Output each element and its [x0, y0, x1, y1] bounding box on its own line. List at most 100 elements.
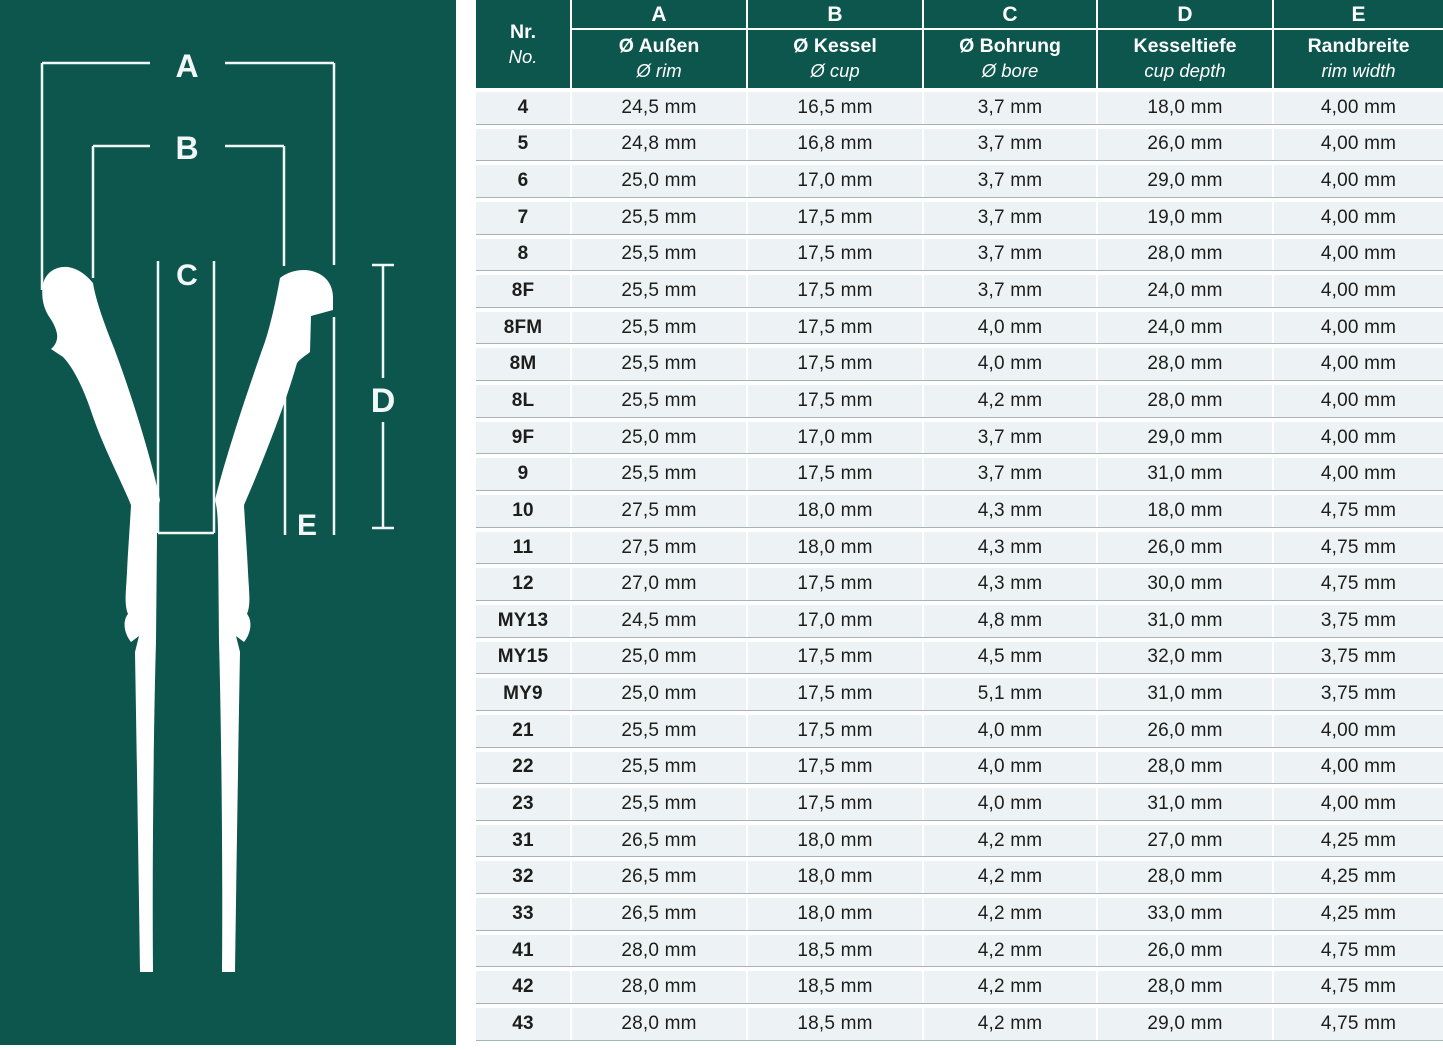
cell-rim-width: 4,00 mm [1272, 165, 1443, 197]
cell-rim-width: 4,75 mm [1272, 531, 1443, 564]
cell-cup-depth: 28,0 mm [1096, 971, 1272, 1004]
cell-bore-diameter: 4,0 mm [922, 311, 1096, 344]
header-letter-d: D [1098, 0, 1272, 30]
table-header: Nr. No. A Ø Außen Ø rim B Ø Kessel Ø cup C Ø Bohr… [476, 0, 1443, 88]
cell-rim-diameter: 27,0 mm [570, 568, 746, 600]
cell-bore-diameter: 4,0 mm [922, 348, 1096, 381]
table-row: 8 25,5 mm 17,5 mm 3,7 mm 28,0 mm 4,00 mm [476, 238, 1443, 272]
mouthpiece-wall-left [42, 266, 160, 973]
table-row: MY9 25,0 mm 17,5 mm 5,1 mm 31,0 mm 3,75 mm [476, 678, 1443, 711]
cell-bore-diameter: 5,1 mm [922, 678, 1096, 710]
cell-bore-diameter: 3,7 mm [922, 275, 1096, 307]
dim-label-b: B [175, 130, 198, 166]
cell-bore-diameter: 4,2 mm [922, 971, 1096, 1004]
cell-cup-depth: 24,0 mm [1096, 275, 1272, 307]
cell-rim-diameter: 25,0 mm [570, 641, 746, 674]
cell-cup-depth: 28,0 mm [1096, 348, 1272, 381]
cell-rim-width: 3,75 mm [1272, 604, 1443, 637]
header-title-en: rim width [1321, 60, 1396, 81]
header-cell-b: B Ø Kessel Ø cup [746, 0, 922, 88]
table-row: 9 25,5 mm 17,5 mm 3,7 mm 31,0 mm 4,00 mm [476, 458, 1443, 492]
cell-rim-width: 4,00 mm [1272, 751, 1443, 784]
cell-model-number: 9F [511, 426, 535, 448]
cell-bore-diameter: 4,2 mm [922, 385, 1096, 417]
dim-line-a [40, 61, 336, 290]
dim-line-c [156, 261, 216, 535]
header-cell-d: D Kesseltiefe cup depth [1096, 0, 1272, 88]
cell-cup-depth: 26,0 mm [1096, 128, 1272, 161]
cell-rim-width: 4,75 mm [1272, 971, 1443, 1004]
cell-bore-diameter: 4,0 mm [922, 714, 1096, 747]
cell-cup-diameter: 17,5 mm [746, 275, 922, 307]
cell-rim-width: 4,75 mm [1272, 568, 1443, 600]
cell-model-number: 21 [512, 719, 534, 741]
table-row: 8L 25,5 mm 17,5 mm 4,2 mm 28,0 mm 4,00 mm [476, 385, 1443, 418]
cell-bore-diameter: 4,2 mm [922, 824, 1096, 857]
cell-cup-diameter: 17,5 mm [746, 641, 922, 674]
cell-model-number: 43 [512, 1012, 534, 1034]
cell-rim-diameter: 25,0 mm [570, 421, 746, 454]
cell-rim-width: 4,00 mm [1272, 201, 1443, 234]
table-row: 5 24,8 mm 16,8 mm 3,7 mm 26,0 mm 4,00 mm [476, 128, 1443, 162]
cell-bore-diameter: 4,3 mm [922, 495, 1096, 527]
table-row: 8M 25,5 mm 17,5 mm 4,0 mm 28,0 mm 4,00 mm [476, 348, 1443, 382]
cell-rim-diameter: 24,8 mm [570, 128, 746, 161]
cell-model-number: 4 [517, 96, 529, 118]
header-title-en: Ø bore [981, 60, 1039, 81]
cell-model-number: 9 [517, 463, 529, 485]
cell-bore-diameter: 4,8 mm [922, 604, 1096, 637]
mouthpiece-diagram-panel: A B C D E [0, 0, 456, 1045]
cell-rim-width: 4,75 mm [1272, 1008, 1443, 1040]
cell-bore-diameter: 3,7 mm [922, 92, 1096, 124]
cell-bore-diameter: 4,5 mm [922, 641, 1096, 674]
cell-model-number: 10 [512, 499, 534, 521]
table-row: 7 25,5 mm 17,5 mm 3,7 mm 19,0 mm 4,00 mm [476, 201, 1443, 235]
cell-model-number: 31 [512, 829, 534, 851]
table-row: 10 27,5 mm 18,0 mm 4,3 mm 18,0 mm 4,75 mm [476, 495, 1443, 528]
dim-label-d: D [371, 382, 396, 420]
cell-cup-diameter: 17,0 mm [746, 604, 922, 637]
header-cell-a: A Ø Außen Ø rim [570, 0, 746, 88]
cell-cup-depth: 29,0 mm [1096, 421, 1272, 454]
cell-cup-depth: 30,0 mm [1096, 568, 1272, 600]
cell-cup-diameter: 17,5 mm [746, 385, 922, 417]
table-row: 6 25,0 mm 17,0 mm 3,7 mm 29,0 mm 4,00 mm [476, 165, 1443, 198]
table-row: 32 26,5 mm 18,0 mm 4,2 mm 28,0 mm 4,25 mm [476, 861, 1443, 895]
cell-rim-width: 4,00 mm [1272, 275, 1443, 307]
table-row: 21 25,5 mm 17,5 mm 4,0 mm 26,0 mm 4,00 mm [476, 714, 1443, 748]
cell-cup-depth: 31,0 mm [1096, 678, 1272, 710]
table-row: 8F 25,5 mm 17,5 mm 3,7 mm 24,0 mm 4,00 mm [476, 275, 1443, 308]
header-title-en: No. [508, 45, 538, 67]
cell-cup-diameter: 17,5 mm [746, 788, 922, 820]
cell-cup-depth: 33,0 mm [1096, 898, 1272, 930]
cell-bore-diameter: 4,2 mm [922, 934, 1096, 967]
cell-rim-diameter: 24,5 mm [570, 92, 746, 124]
cell-cup-depth: 26,0 mm [1096, 934, 1272, 967]
cell-rim-diameter: 26,5 mm [570, 824, 746, 857]
cell-rim-width: 4,00 mm [1272, 348, 1443, 381]
table-row: MY13 24,5 mm 17,0 mm 4,8 mm 31,0 mm 3,75 mm [476, 604, 1443, 638]
cell-cup-depth: 26,0 mm [1096, 714, 1272, 747]
cell-rim-width: 4,75 mm [1272, 495, 1443, 527]
cell-cup-diameter: 18,0 mm [746, 824, 922, 857]
header-title-en: Ø cup [810, 60, 860, 81]
spec-table: Nr. No. A Ø Außen Ø rim B Ø Kessel Ø cup C Ø Bohr… [476, 0, 1443, 1045]
cell-rim-width: 4,00 mm [1272, 714, 1443, 747]
cell-bore-diameter: 3,7 mm [922, 128, 1096, 161]
header-title-de: Ø Außen [618, 35, 700, 57]
cell-bore-diameter: 3,7 mm [922, 238, 1096, 271]
header-cell-c: C Ø Bohrung Ø bore [922, 0, 1096, 88]
cell-cup-diameter: 17,5 mm [746, 311, 922, 344]
header-letter-c: C [924, 0, 1096, 30]
cell-rim-width: 4,00 mm [1272, 238, 1443, 271]
cell-cup-diameter: 18,0 mm [746, 531, 922, 564]
cell-rim-width: 3,75 mm [1272, 641, 1443, 674]
cell-bore-diameter: 4,0 mm [922, 788, 1096, 820]
cell-model-number: MY13 [497, 609, 549, 631]
dimension-lines [40, 61, 394, 535]
cell-rim-diameter: 25,5 mm [570, 751, 746, 784]
mouthpiece-cross-section [42, 266, 333, 973]
header-title-de: Kesseltiefe [1133, 35, 1237, 57]
cell-rim-diameter: 25,5 mm [570, 385, 746, 417]
cell-bore-diameter: 3,7 mm [922, 165, 1096, 197]
